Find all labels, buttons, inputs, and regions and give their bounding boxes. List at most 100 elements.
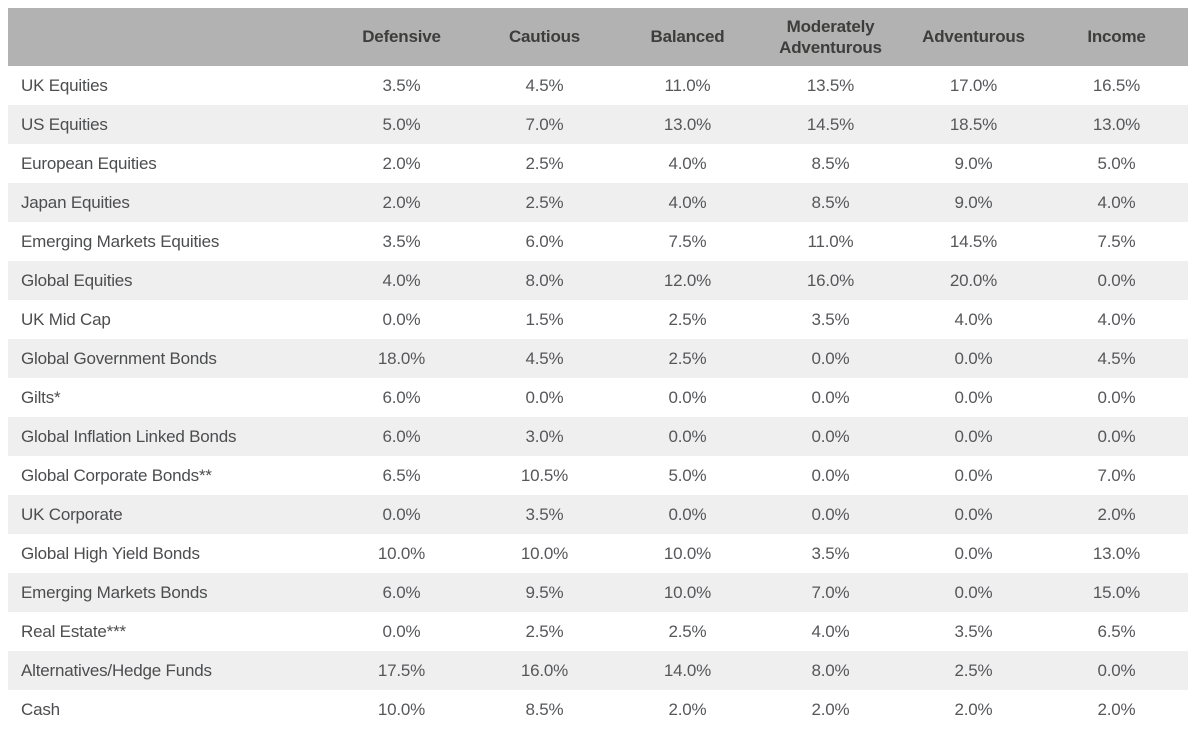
cell-value: 7.0% — [1097, 465, 1136, 485]
cell-value: 2.5% — [525, 192, 564, 212]
cell-value: 0.0% — [811, 504, 850, 524]
cell-value: 10.0% — [377, 543, 426, 563]
row-label: US Equities — [21, 114, 108, 134]
cell-value: 4.0% — [668, 153, 707, 173]
cell-value: 16.0% — [520, 660, 569, 680]
cell-value: 17.0% — [949, 75, 998, 95]
cell-value: 7.0% — [525, 114, 564, 134]
row-label: Japan Equities — [21, 192, 130, 212]
cell-value: 4.5% — [525, 348, 564, 368]
row-label: Global High Yield Bonds — [21, 543, 200, 563]
header-row: Defensive Cautious Balanced Moderately Adve… — [8, 8, 1188, 66]
column-header-balanced: Balanced — [616, 8, 759, 66]
table-row: Gilts* 6.0% 0.0% 0.0% 0.0% 0.0% 0.0% — [8, 378, 1188, 417]
row-label: Global Inflation Linked Bonds — [21, 426, 237, 446]
row-label: UK Equities — [21, 75, 108, 95]
cell-value: 10.0% — [377, 699, 426, 719]
cell-value: 3.5% — [811, 543, 850, 563]
cell-value: 8.5% — [811, 153, 850, 173]
cell-value: 0.0% — [954, 504, 993, 524]
column-header-adventurous: Adventurous — [902, 8, 1045, 66]
cell-value: 15.0% — [1092, 582, 1141, 602]
cell-value: 16.0% — [806, 270, 855, 290]
cell-value: 3.5% — [525, 504, 564, 524]
cell-value: 2.0% — [382, 192, 421, 212]
table-row: Global High Yield Bonds 10.0% 10.0% 10.0% 3.… — [8, 534, 1188, 573]
cell-value: 4.0% — [954, 309, 993, 329]
cell-value: 6.0% — [382, 387, 421, 407]
cell-value: 13.5% — [806, 75, 855, 95]
cell-value: 3.5% — [811, 309, 850, 329]
row-label: Global Corporate Bonds** — [21, 465, 212, 485]
cell-value: 4.0% — [811, 621, 850, 641]
cell-value: 2.0% — [954, 699, 993, 719]
row-label: European Equities — [21, 153, 157, 173]
row-label: Real Estate*** — [21, 621, 126, 641]
cell-value: 0.0% — [1097, 387, 1136, 407]
table-row: Alternatives/Hedge Funds 17.5% 16.0% 14.0% 8… — [8, 651, 1188, 690]
cell-value: 10.0% — [663, 582, 712, 602]
cell-value: 0.0% — [954, 348, 993, 368]
cell-value: 0.0% — [954, 465, 993, 485]
cell-value: 0.0% — [382, 309, 421, 329]
cell-value: 0.0% — [1097, 426, 1136, 446]
cell-value: 3.5% — [382, 231, 421, 251]
cell-value: 10.0% — [663, 543, 712, 563]
cell-value: 12.0% — [663, 270, 712, 290]
table-body: UK Equities 3.5% 4.5% 11.0% 13.5% 17.0% 16.5% U… — [8, 66, 1188, 729]
column-header-defensive: Defensive — [330, 8, 473, 66]
cell-value: 0.0% — [668, 504, 707, 524]
cell-value: 11.0% — [807, 231, 854, 251]
cell-value: 8.0% — [811, 660, 850, 680]
asset-allocation-table: Defensive Cautious Balanced Moderately Adve… — [8, 8, 1188, 729]
cell-value: 2.5% — [668, 309, 707, 329]
cell-value: 4.0% — [668, 192, 707, 212]
cell-value: 18.0% — [377, 348, 426, 368]
cell-value: 13.0% — [1092, 543, 1141, 563]
cell-value: 0.0% — [811, 465, 850, 485]
cell-value: 20.0% — [949, 270, 998, 290]
cell-value: 2.0% — [1097, 699, 1136, 719]
table-row: UK Corporate 0.0% 3.5% 0.0% 0.0% 0.0% 2.0% — [8, 495, 1188, 534]
cell-value: 0.0% — [1097, 660, 1136, 680]
cell-value: 0.0% — [382, 504, 421, 524]
cell-value: 6.5% — [382, 465, 421, 485]
cell-value: 2.5% — [525, 153, 564, 173]
row-label: Cash — [21, 699, 60, 719]
cell-value: 9.0% — [954, 192, 993, 212]
table-header: Defensive Cautious Balanced Moderately Adve… — [8, 8, 1188, 66]
cell-value: 5.0% — [382, 114, 421, 134]
table-row: Global Inflation Linked Bonds 6.0% 3.0% 0.0… — [8, 417, 1188, 456]
cell-value: 3.0% — [525, 426, 564, 446]
column-header-cautious: Cautious — [473, 8, 616, 66]
cell-value: 2.5% — [668, 621, 707, 641]
cell-value: 2.0% — [668, 699, 707, 719]
table-row: UK Equities 3.5% 4.5% 11.0% 13.5% 17.0% 16.5% — [8, 66, 1188, 105]
row-label: Global Equities — [21, 270, 133, 290]
row-label: Alternatives/Hedge Funds — [21, 660, 212, 680]
cell-value: 4.5% — [525, 75, 564, 95]
cell-value: 10.5% — [520, 465, 569, 485]
cell-value: 0.0% — [811, 348, 850, 368]
cell-value: 9.5% — [525, 582, 564, 602]
cell-value: 8.0% — [525, 270, 564, 290]
cell-value: 2.0% — [1097, 504, 1136, 524]
cell-value: 14.5% — [806, 114, 855, 134]
cell-value: 4.0% — [1097, 192, 1136, 212]
table-row: Global Corporate Bonds** 6.5% 10.5% 5.0% 0.0… — [8, 456, 1188, 495]
cell-value: 8.5% — [811, 192, 850, 212]
table-row: Japan Equities 2.0% 2.5% 4.0% 8.5% 9.0% 4.0% — [8, 183, 1188, 222]
table-row: European Equities 2.0% 2.5% 4.0% 8.5% 9.0% 5.0… — [8, 144, 1188, 183]
cell-value: 10.0% — [520, 543, 569, 563]
cell-value: 3.5% — [954, 621, 993, 641]
cell-value: 2.5% — [525, 621, 564, 641]
column-header-income: Income — [1045, 8, 1188, 66]
cell-value: 2.0% — [811, 699, 850, 719]
table-row: Global Equities 4.0% 8.0% 12.0% 16.0% 20.0% 0.… — [8, 261, 1188, 300]
cell-value: 0.0% — [382, 621, 421, 641]
cell-value: 9.0% — [954, 153, 993, 173]
cell-value: 0.0% — [1097, 270, 1136, 290]
table-row: Emerging Markets Equities 3.5% 6.0% 7.5% 11.… — [8, 222, 1188, 261]
row-label: Gilts* — [21, 387, 61, 407]
cell-value: 0.0% — [954, 582, 993, 602]
